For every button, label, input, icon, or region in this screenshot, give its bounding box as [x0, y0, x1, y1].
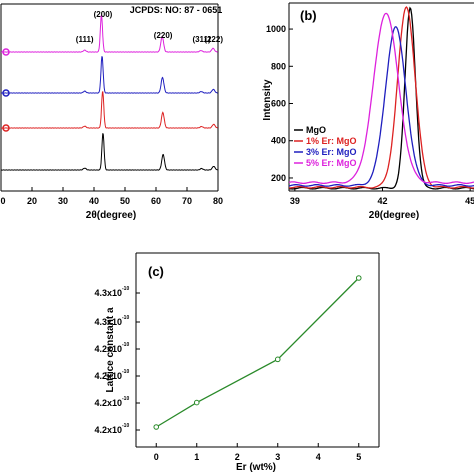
panel-a-traces [0, 14, 218, 171]
panel-a-xtick-label: 50 [120, 196, 130, 206]
panel-a-trace [0, 133, 218, 171]
panel-b: 39 42 45 200 400 600 800 1000 (b) Intensity 2θ(… [262, 2, 474, 221]
legend-label: 1% Er: MgO [306, 136, 357, 146]
panel-c-point [193, 399, 200, 406]
panel-c-ytick-label: 4.2x10 [94, 371, 122, 381]
panel-b-xtick-label: 42 [377, 196, 387, 206]
panel-b-ytick-label: 600 [271, 99, 286, 109]
panel-a: 0 20 30 40 50 60 70 80 (111) (200) (220) (311)(222… [0, 3, 224, 221]
panel-a-trace [0, 14, 218, 53]
panel-a-trace [1, 56, 218, 94]
panel-a-xtick-label: 0 [0, 196, 5, 206]
panel-b-trace [289, 6, 474, 189]
panel-a-trace [0, 91, 218, 129]
panel-b-trace [288, 12, 474, 185]
panel-c-ytick-label: 4.2x10 [94, 398, 122, 408]
panel-b-ylabel: Intensity [262, 79, 273, 121]
jcpds-annotation: JCPDS: NO: 87 - 0651 [130, 5, 223, 15]
panel-c-ytick-label: 4.2x10 [94, 425, 122, 435]
panel-a-series-marker [2, 48, 10, 56]
panel-c-xtick-label: 1 [194, 452, 199, 462]
panel-c-xtick-label: 5 [356, 452, 361, 462]
panel-c-label: (c) [148, 264, 164, 279]
panel-c-ticks: 0 1 2 3 4 54.2x10 -104.2x10 -104.2x10 -104.2x10-… [94, 286, 361, 462]
panel-c-xtick-label: 4 [316, 452, 321, 462]
peak-label: (111) [76, 35, 94, 44]
panel-c-ytick-exponent: -10 [122, 342, 129, 348]
panel-a-xtick-label: 30 [58, 196, 68, 206]
legend-label: 3% Er: MgO [306, 147, 357, 157]
panel-b-ytick-label: 200 [271, 173, 286, 183]
panel-b-label: (b) [300, 8, 317, 23]
panel-b-trace [288, 6, 474, 190]
panel-a-series-marker [2, 124, 10, 132]
panel-c-line [155, 277, 360, 428]
panel-c-ytick-exponent: -10 [122, 286, 129, 292]
panel-c-xtick-label: 0 [154, 452, 159, 462]
peak-label: (222) [204, 35, 223, 44]
panel-c: 0 1 2 3 4 54.2x10 -104.2x10 -104.2x10 -104.2x10-… [94, 252, 380, 473]
panel-c-ytick-exponent: -10 [122, 423, 129, 429]
panel-b-xtick-label: 39 [290, 196, 300, 206]
panel-a-series-markers [2, 48, 10, 132]
panel-b-xlabel: 2θ(degree) [369, 210, 419, 221]
panel-a-xticks: 0 20 30 40 50 60 70 80 [0, 187, 223, 206]
panel-a-xtick-label: 80 [213, 196, 223, 206]
panel-c-ylabel: Lattice constant a [105, 307, 116, 392]
panel-c-ytick-exponent: -10 [122, 396, 129, 402]
legend-label: 5% Er: MgO [306, 158, 357, 168]
panel-c-point [153, 424, 160, 430]
panel-b-ytick-label: 1000 [266, 24, 286, 34]
panel-c-ytick-exponent: -10 [122, 315, 129, 321]
panel-a-xtick-label: 20 [27, 196, 37, 206]
panel-c-xtick-label: 2 [235, 452, 240, 462]
panel-c-point [355, 275, 362, 281]
peak-label: (220) [154, 31, 173, 40]
panel-c-ytick-label: 4.2x10 [94, 344, 122, 354]
panel-a-series-marker [2, 89, 10, 97]
panel-a-xtick-label: 40 [89, 196, 99, 206]
panel-a-xlabel: 2θ(degree) [86, 210, 136, 221]
panel-a-xtick-label: 60 [151, 196, 161, 206]
panel-b-ytick-label: 800 [271, 61, 286, 71]
panel-c-xtick-label: 3 [275, 452, 280, 462]
panel-c-point [274, 356, 281, 363]
panel-c-xlabel: Er (wt%) [236, 462, 276, 473]
legend-label: MgO [306, 125, 326, 135]
panel-c-ytick-exponent: -10 [122, 369, 129, 375]
panel-c-ytick-label: 4.3x10 [94, 288, 122, 298]
panel-c-plot [153, 275, 362, 430]
peak-label: (200) [94, 10, 113, 19]
panel-c-ytick-label: 4.3x10 [94, 317, 122, 327]
panel-b-traces [288, 6, 474, 190]
panel-b-trace [288, 25, 474, 187]
peak-label: (311) [192, 35, 211, 44]
panel-b-xtick-label: 45 [465, 196, 474, 206]
panel-a-xtick-label: 70 [182, 196, 192, 206]
panel-b-ytick-label: 400 [271, 136, 286, 146]
panel-a-peak-labels: (111) (200) (220) (311)(222) [76, 10, 224, 44]
